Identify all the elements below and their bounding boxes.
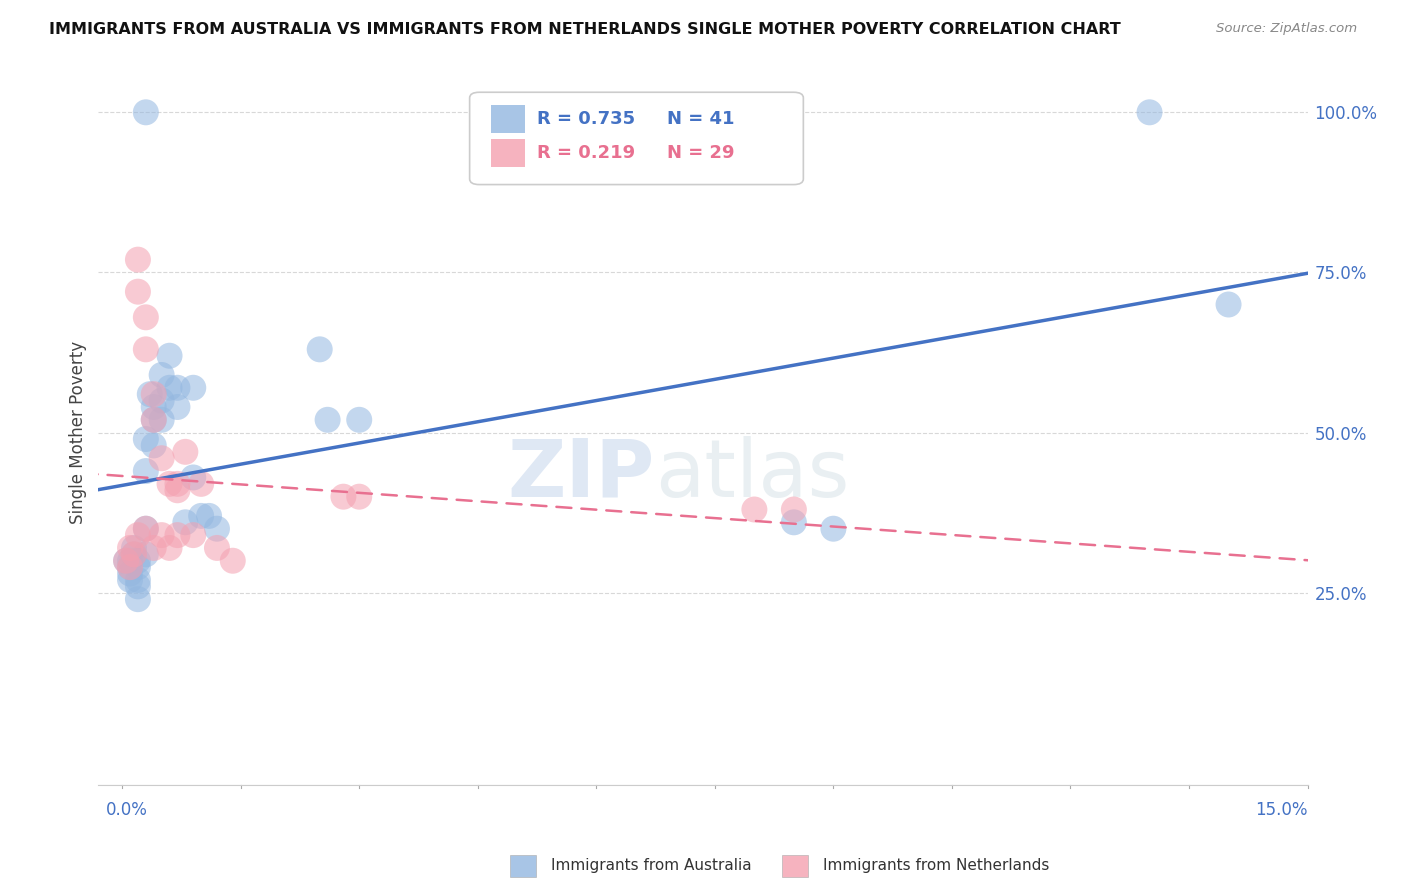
Point [159, 381, 181, 395]
Point [181, 381, 204, 395]
Point [135, 522, 157, 536]
Point [316, 413, 339, 427]
Text: atlas: atlas [655, 436, 849, 514]
FancyBboxPatch shape [470, 92, 803, 185]
Point [198, 508, 221, 523]
Point [118, 573, 141, 587]
Point [174, 445, 197, 459]
Point [142, 413, 165, 427]
Point [122, 547, 145, 561]
Point [127, 560, 149, 574]
Point [347, 413, 370, 427]
Point [135, 432, 157, 446]
Text: ZIP: ZIP [508, 436, 655, 514]
Text: N = 29: N = 29 [666, 144, 734, 161]
Text: 15.0%: 15.0% [1256, 801, 1308, 819]
FancyBboxPatch shape [492, 105, 526, 133]
Point [142, 413, 165, 427]
Point [118, 554, 141, 568]
Point [347, 490, 370, 504]
Text: R = 0.735: R = 0.735 [537, 110, 636, 128]
Text: Source: ZipAtlas.com: Source: ZipAtlas.com [1216, 22, 1357, 36]
Point [783, 516, 806, 530]
Point [142, 541, 165, 555]
FancyBboxPatch shape [509, 855, 536, 877]
Point [115, 554, 138, 568]
Text: Immigrants from Netherlands: Immigrants from Netherlands [823, 858, 1049, 873]
Point [142, 387, 165, 401]
Point [222, 554, 245, 568]
Point [122, 547, 145, 561]
Point [190, 508, 212, 523]
Point [118, 560, 141, 574]
Text: R = 0.219: R = 0.219 [537, 144, 636, 161]
Y-axis label: Single Mother Poverty: Single Mother Poverty [69, 341, 87, 524]
Point [127, 579, 149, 593]
Point [783, 502, 806, 516]
Point [135, 464, 157, 478]
Point [332, 490, 354, 504]
FancyBboxPatch shape [782, 855, 808, 877]
Point [122, 541, 145, 555]
Point [135, 343, 157, 357]
Point [127, 573, 149, 587]
Point [174, 516, 197, 530]
Point [127, 285, 149, 299]
Point [118, 566, 141, 581]
Point [150, 368, 173, 382]
Point [127, 528, 149, 542]
Point [744, 502, 766, 516]
Point [823, 522, 845, 536]
Point [1139, 105, 1161, 120]
Point [159, 541, 181, 555]
Point [135, 522, 157, 536]
Point [159, 349, 181, 363]
Point [135, 547, 157, 561]
Point [150, 451, 173, 466]
Point [181, 470, 204, 484]
Point [1218, 297, 1240, 311]
Point [166, 476, 188, 491]
Point [150, 393, 173, 408]
Point [150, 413, 173, 427]
Point [190, 476, 212, 491]
Point [166, 528, 188, 542]
Point [118, 541, 141, 555]
Point [139, 387, 162, 401]
Point [205, 522, 228, 536]
FancyBboxPatch shape [492, 139, 526, 167]
Text: Immigrants from Australia: Immigrants from Australia [551, 858, 751, 873]
Point [205, 541, 228, 555]
Point [159, 476, 181, 491]
Text: 0.0%: 0.0% [107, 801, 148, 819]
Point [135, 310, 157, 325]
Point [308, 343, 330, 357]
Point [127, 252, 149, 267]
Point [127, 592, 149, 607]
Point [166, 381, 188, 395]
Point [142, 438, 165, 452]
Point [150, 528, 173, 542]
Text: N = 41: N = 41 [666, 110, 734, 128]
Point [115, 554, 138, 568]
Point [135, 105, 157, 120]
Point [166, 400, 188, 414]
Point [118, 560, 141, 574]
Point [181, 528, 204, 542]
Text: IMMIGRANTS FROM AUSTRALIA VS IMMIGRANTS FROM NETHERLANDS SINGLE MOTHER POVERTY C: IMMIGRANTS FROM AUSTRALIA VS IMMIGRANTS … [49, 22, 1121, 37]
Point [166, 483, 188, 498]
Point [127, 554, 149, 568]
Point [142, 400, 165, 414]
